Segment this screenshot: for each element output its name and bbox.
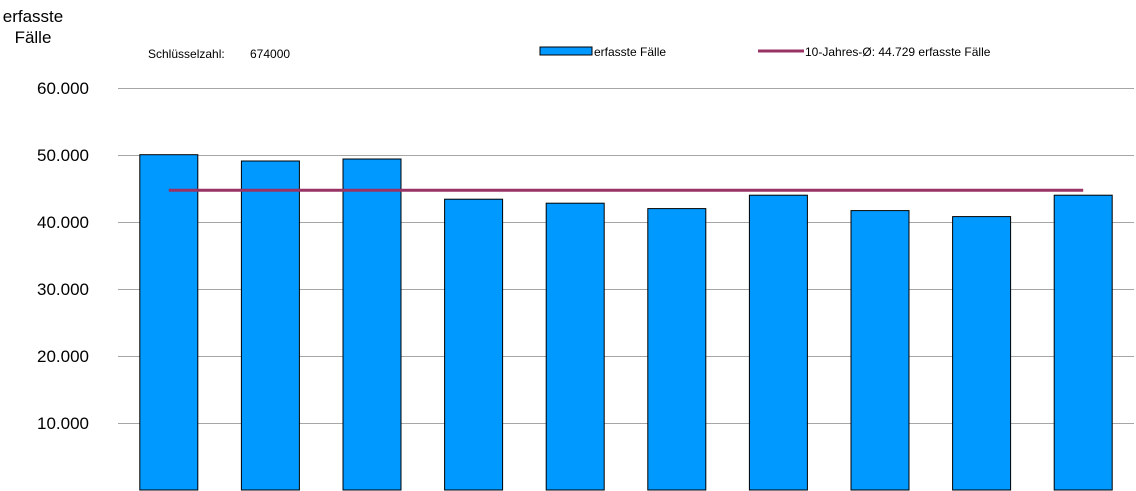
- bar: [139, 154, 199, 491]
- bar: [748, 194, 808, 491]
- legend-bar-swatch: [539, 46, 593, 56]
- y-tick-label: 50.000: [37, 146, 89, 165]
- bar: [545, 202, 605, 491]
- bar: [952, 216, 1012, 491]
- bar: [1053, 194, 1113, 491]
- y-tick-label: 20.000: [37, 347, 89, 366]
- bars: [139, 154, 1113, 491]
- bar: [850, 210, 910, 491]
- y-axis-title-line-2: Fälle: [15, 28, 52, 47]
- key-number-value: 674000: [250, 47, 290, 61]
- legend-bar-label: erfasste Fälle: [594, 45, 666, 59]
- y-tick-label: 60.000: [37, 79, 89, 98]
- y-tick-label: 40.000: [37, 213, 89, 232]
- legend-line-label: 10-Jahres-Ø: 44.729 erfasste Fälle: [805, 45, 991, 59]
- y-tick-label: 10.000: [37, 414, 89, 433]
- y-axis-title-line-1: erfasste: [3, 7, 63, 26]
- bar: [342, 158, 402, 491]
- bar: [240, 160, 300, 491]
- key-number-label: Schlüsselzahl:: [148, 47, 225, 61]
- y-tick-label: 30.000: [37, 280, 89, 299]
- bar: [444, 198, 504, 491]
- y-axis-ticks: 10.000 20.000 30.000 40.000 50.000 60.000: [37, 79, 89, 433]
- bar: [647, 208, 707, 491]
